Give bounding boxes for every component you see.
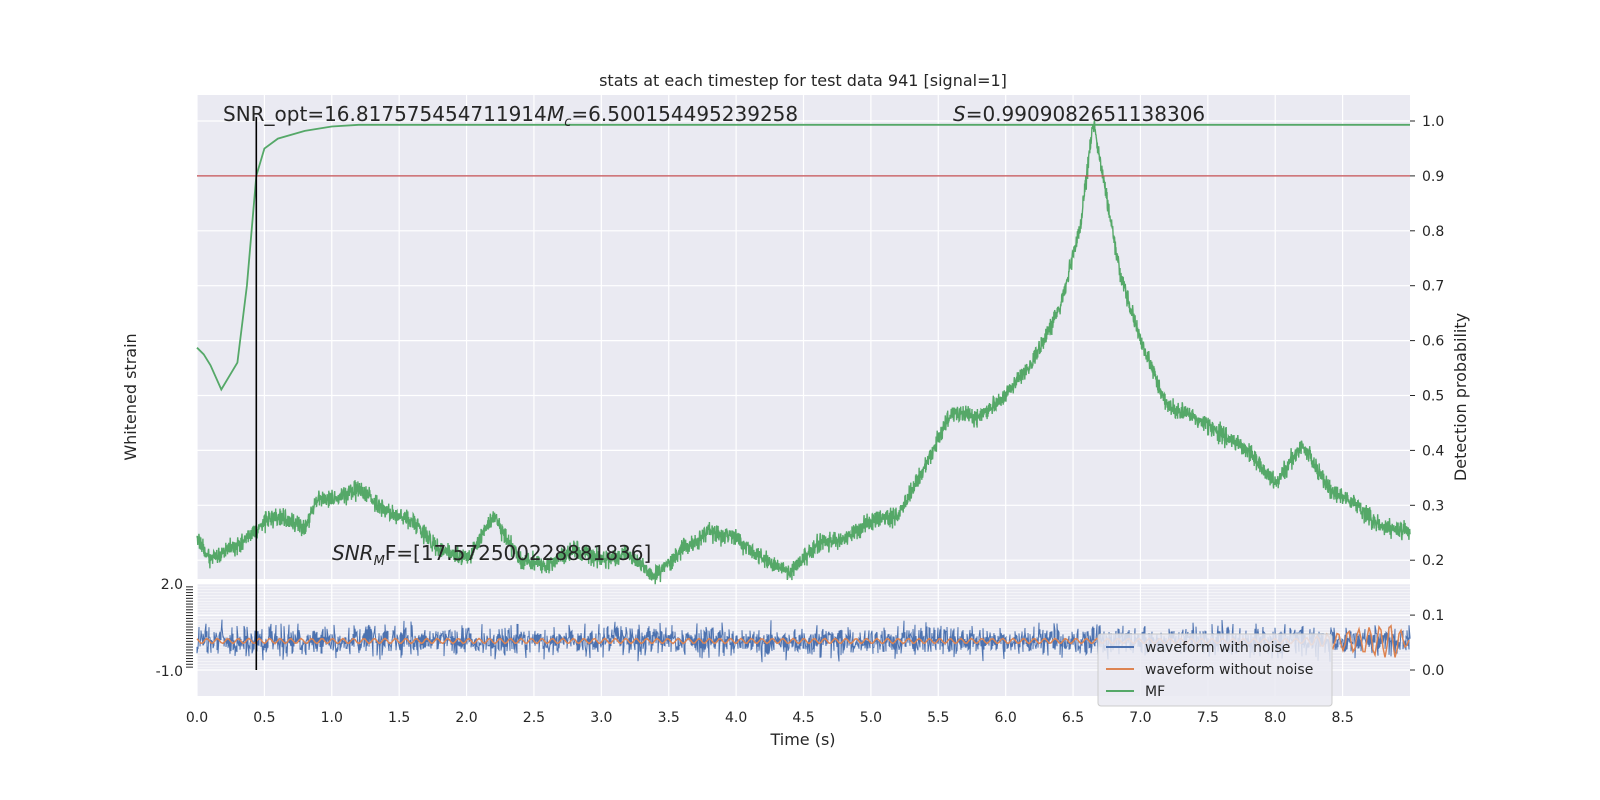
strain-tick-top: 2.0 <box>161 577 183 593</box>
right-y-tick-label: 0.9 <box>1422 169 1444 185</box>
right-y-tick-label: 0.8 <box>1422 224 1444 240</box>
s-symbol: S <box>953 102 966 126</box>
x-tick-labels: 0.0 0.5 1.0 1.5 2.0 2.5 3.0 3.5 4.0 4.5 5.0 5.5 6.0 6… <box>186 710 1354 726</box>
x-tick-label: 4.0 <box>725 710 747 726</box>
x-tick-label: 3.0 <box>590 710 612 726</box>
x-tick-label: 6.5 <box>1062 710 1084 726</box>
left-y-axis-title: Whitened strain <box>121 333 140 460</box>
legend-label-noise: waveform with noise <box>1145 640 1290 656</box>
legend-label-mf: MF <box>1145 684 1165 700</box>
mf-curve <box>196 123 1410 392</box>
right-y-tick-label: 0.6 <box>1422 334 1444 350</box>
right-y-tick-labels: 0.0 0.1 0.2 0.3 0.4 0.5 0.6 0.7 0.8 0.9 1.0 <box>1410 114 1444 679</box>
x-tick-label: 8.5 <box>1331 710 1353 726</box>
chirp-mass-value: =6.500154495239258 <box>571 102 798 126</box>
right-y-tick-label: 0.1 <box>1422 608 1444 624</box>
x-tick-label: 6.0 <box>995 710 1017 726</box>
x-tick-label: 3.5 <box>658 710 680 726</box>
x-tick-label: 0.0 <box>186 710 208 726</box>
chirp-mass-subscript: c <box>564 115 571 130</box>
x-tick-label: 5.0 <box>860 710 882 726</box>
chirp-mass-symbol: M <box>547 102 564 126</box>
x-tick-label: 2.5 <box>523 710 545 726</box>
strain-tick-bottom: -1.0 <box>156 664 183 680</box>
x-axis-title: Time (s) <box>769 730 835 749</box>
left-y-tick-labels: 2.0 -1.0 <box>156 577 193 680</box>
x-tick-label: 4.5 <box>792 710 814 726</box>
right-y-tick-label: 0.5 <box>1422 389 1444 405</box>
chirp-mass-annotation: Mc=6.500154495239258 <box>547 102 798 130</box>
x-tick-label: 5.5 <box>927 710 949 726</box>
right-y-tick-label: 0.3 <box>1422 498 1444 514</box>
x-tick-label: 0.5 <box>253 710 275 726</box>
legend-label-clean: waveform without noise <box>1145 662 1313 678</box>
chart-title: stats at each timestep for test data 941… <box>599 71 1007 90</box>
s-annotation: S=0.9909082651138306 <box>953 102 1205 126</box>
x-tick-label: 8.0 <box>1264 710 1286 726</box>
x-tick-label: 7.0 <box>1129 710 1151 726</box>
detection-probability-line <box>196 120 1411 585</box>
right-y-tick-label: 0.4 <box>1422 443 1444 459</box>
detection-layer <box>196 120 1411 585</box>
right-y-tick-label: 0.0 <box>1422 663 1444 679</box>
right-y-tick-label: 0.7 <box>1422 279 1444 295</box>
x-tick-label: 1.0 <box>321 710 343 726</box>
snr-mf-subscript: M <box>374 554 385 569</box>
snr-mf-value: F=[17.572500228881836] <box>385 541 652 565</box>
legend: waveform with noise waveform without noi… <box>1097 633 1333 707</box>
s-value: =0.9909082651138306 <box>966 102 1205 126</box>
snr-opt-annotation: SNR_opt=16.817575454711914 <box>223 102 547 126</box>
right-y-tick-label: 0.2 <box>1422 553 1444 569</box>
gridlines <box>196 95 1410 696</box>
right-y-axis-title: Detection probability <box>1451 313 1470 481</box>
x-tick-label: 7.5 <box>1197 710 1219 726</box>
snr-mf-annotation: SNRMF=[17.572500228881836] <box>332 541 651 569</box>
snr-mf-symbol: SNR <box>332 541 374 565</box>
legend-box <box>1097 633 1333 707</box>
x-tick-label: 2.0 <box>455 710 477 726</box>
x-tick-label: 1.5 <box>388 710 410 726</box>
right-y-tick-label: 1.0 <box>1422 114 1444 130</box>
